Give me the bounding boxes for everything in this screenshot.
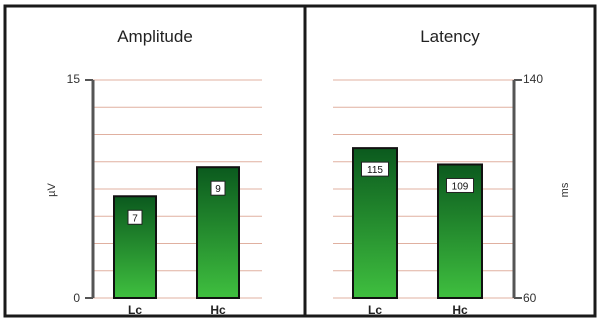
amplitude-ylabel: µV	[46, 183, 58, 197]
latency-value-label-hc: 109	[452, 181, 469, 192]
latency-value-label-lc: 115	[367, 165, 383, 176]
chart-marks: 7 9 115 109	[85, 79, 522, 299]
latency-xtick-hc: Hc	[452, 303, 468, 317]
latency-value-box-hc	[446, 177, 474, 193]
figure-frame	[3, 4, 597, 318]
latency-title: Latency	[420, 27, 480, 46]
amplitude-value-label-hc: 9	[215, 184, 221, 195]
amplitude-bar-lc	[113, 195, 157, 299]
latency-ytick-max: 140	[523, 72, 543, 86]
amplitude-value-box-hc	[210, 180, 226, 196]
amplitude-xtick-hc: Hc	[210, 303, 226, 317]
amplitude-ytick-min: 0	[73, 291, 80, 305]
amplitude-ytick-max: 15	[67, 72, 81, 86]
amplitude-value-label-lc: 7	[132, 213, 138, 224]
latency-ylabel: ms	[559, 182, 571, 197]
latency-xtick-lc: Lc	[368, 303, 382, 317]
amplitude-value-box-lc	[127, 209, 143, 225]
amplitude-title: Amplitude	[117, 27, 193, 46]
latency-ytick-min: 60	[523, 291, 537, 305]
latency-value-box-lc	[361, 161, 389, 177]
amplitude-xtick-lc: Lc	[128, 303, 142, 317]
